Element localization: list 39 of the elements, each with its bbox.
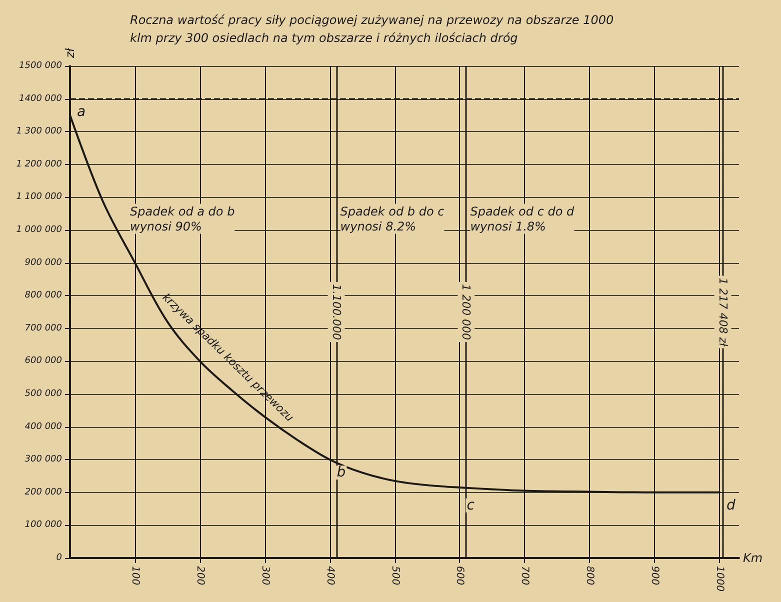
y-tick-label: 0 [56, 553, 62, 563]
y-tick-label: 1500 000 [19, 61, 62, 71]
annotation: a [77, 104, 86, 120]
annotation: d [726, 497, 736, 514]
annotation: 1.100.000 [330, 284, 343, 340]
y-tick-label: 200 000 [24, 487, 62, 498]
y-tick-label: 900 000 [24, 258, 62, 268]
annotation: Spadek od c do d wynosi 1.8% [470, 204, 575, 234]
x-tick-label: 300 [259, 566, 270, 586]
x-tick-label: 900 [649, 566, 660, 586]
annotation: 1 200 000 [460, 284, 473, 340]
y-tick-label: 600 000 [24, 356, 62, 366]
x-tick-label: 600 [454, 566, 466, 586]
x-tick-label: 700 [519, 566, 530, 586]
y-tick-label: 700 000 [24, 323, 62, 334]
y-tick-label: 1 100 000 [16, 192, 62, 202]
annotation: Spadek od a do b wynosi 90% [130, 204, 236, 234]
x-tick-label: 400 [324, 566, 336, 586]
x-tick-label: 200 [194, 566, 206, 586]
y-tick-label: 1 300 000 [16, 126, 62, 137]
x-tick-label: 100 [129, 566, 140, 586]
annotation: c [466, 497, 475, 514]
x-tick-label: 1000 [714, 566, 726, 592]
annotation: Spadek od b do c wynosi 8.2% [340, 204, 445, 234]
annotation: b [336, 464, 346, 481]
x-tick-label: 800 [584, 566, 596, 586]
x-tick-label: 500 [389, 566, 400, 586]
y-axis-title: zł [63, 48, 77, 59]
y-tick-label: 500 000 [24, 389, 62, 399]
y-tick-label: 800 000 [24, 290, 62, 301]
annotation: 1 217 408 zł [716, 278, 730, 348]
y-tick-label: 100 000 [24, 520, 62, 530]
y-tick-label: 1 200 000 [16, 159, 62, 170]
y-tick-label: 1400 000 [19, 94, 62, 104]
y-tick-label: 1 000 000 [16, 225, 62, 235]
y-tick-label: 300 000 [24, 454, 62, 465]
chart-title: Roczna wartość pracy siły pociągowej zużywanej na przewozy na obszarze 1000 klm przy 300 osiedlach na tym obszarze i różnych ilościach dróg [130, 13, 618, 45]
y-tick-label: 400 000 [24, 422, 62, 432]
x-axis-title: Km [743, 551, 763, 565]
